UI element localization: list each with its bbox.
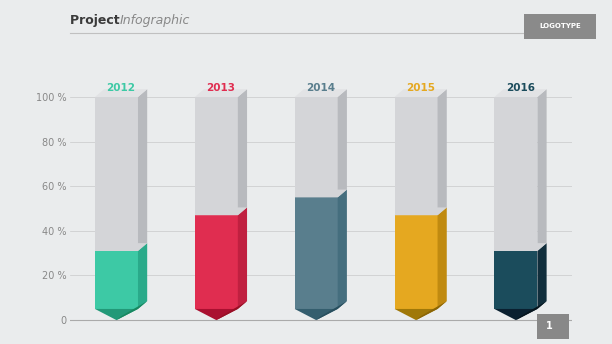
Polygon shape <box>338 89 347 197</box>
Polygon shape <box>516 301 547 320</box>
Polygon shape <box>537 89 547 251</box>
Polygon shape <box>138 243 147 309</box>
Polygon shape <box>238 89 247 215</box>
Text: 2015: 2015 <box>406 83 435 93</box>
Polygon shape <box>416 301 447 320</box>
Text: Project: Project <box>70 14 124 27</box>
Polygon shape <box>494 243 547 251</box>
Text: LOGOTYPE: LOGOTYPE <box>539 23 581 29</box>
Polygon shape <box>195 207 247 215</box>
Text: 31 %: 31 % <box>103 268 130 278</box>
Polygon shape <box>95 251 138 309</box>
Polygon shape <box>438 89 447 215</box>
Text: 47 %: 47 % <box>203 250 230 260</box>
Polygon shape <box>438 207 447 309</box>
Polygon shape <box>195 89 247 97</box>
Polygon shape <box>395 207 447 215</box>
Polygon shape <box>216 301 247 320</box>
Polygon shape <box>195 97 238 215</box>
Polygon shape <box>395 97 438 215</box>
Polygon shape <box>294 309 338 320</box>
Text: 31 %: 31 % <box>502 268 529 278</box>
Polygon shape <box>395 215 438 309</box>
Text: Infographic: Infographic <box>119 14 190 27</box>
Polygon shape <box>138 89 147 251</box>
Polygon shape <box>294 89 347 97</box>
Polygon shape <box>95 97 138 251</box>
Polygon shape <box>238 207 247 309</box>
Text: 47 %: 47 % <box>403 250 430 260</box>
Polygon shape <box>395 89 447 97</box>
Text: 55 %: 55 % <box>303 241 329 251</box>
Text: 2012: 2012 <box>106 83 136 93</box>
Polygon shape <box>195 215 238 309</box>
Polygon shape <box>195 309 238 320</box>
Polygon shape <box>294 97 338 197</box>
Text: 2013: 2013 <box>206 83 236 93</box>
Polygon shape <box>494 309 537 320</box>
Polygon shape <box>494 89 547 97</box>
Polygon shape <box>316 301 347 320</box>
Polygon shape <box>95 89 147 97</box>
Text: 2016: 2016 <box>506 83 535 93</box>
Polygon shape <box>494 97 537 251</box>
Text: 2014: 2014 <box>306 83 335 93</box>
Polygon shape <box>395 309 438 320</box>
Polygon shape <box>116 301 147 320</box>
Polygon shape <box>294 190 347 197</box>
Polygon shape <box>95 243 147 251</box>
Polygon shape <box>494 251 537 309</box>
Polygon shape <box>537 243 547 309</box>
Polygon shape <box>95 309 138 320</box>
Polygon shape <box>294 197 338 309</box>
Polygon shape <box>338 190 347 309</box>
Text: 1: 1 <box>546 321 553 332</box>
